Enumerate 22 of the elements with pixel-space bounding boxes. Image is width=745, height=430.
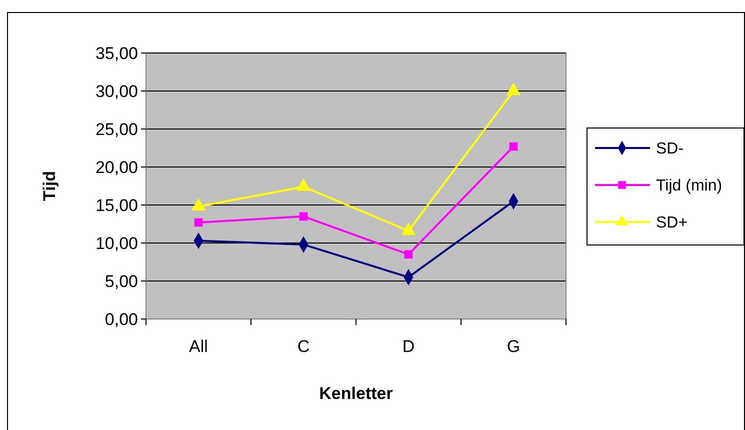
point <box>194 218 203 227</box>
point <box>404 250 413 259</box>
y-tick-label: 10,00 <box>95 234 138 253</box>
y-tick-label: 0,00 <box>104 310 138 329</box>
x-tick-label: All <box>189 337 208 356</box>
y-tick-label: 25,00 <box>95 120 138 139</box>
y-tick-label: 15,00 <box>95 196 138 215</box>
y-tick-label: 20,00 <box>95 158 138 177</box>
x-tick-label: G <box>506 337 520 356</box>
x-tick-label: C <box>297 337 310 356</box>
y-tick-label: 5,00 <box>104 272 138 291</box>
y-tick-label: 35,00 <box>95 44 138 63</box>
legend-label: SD+ <box>656 214 688 232</box>
point <box>509 142 518 151</box>
x-axis-title: Kenletter <box>319 384 394 403</box>
point <box>506 82 521 96</box>
y-axis-title: Tijd <box>40 171 59 201</box>
legend-label: SD- <box>656 140 684 158</box>
x-tick-label: D <box>402 337 415 356</box>
y-tick-label: 30,00 <box>95 82 138 101</box>
point <box>299 212 308 221</box>
legend-label: Tijd (min) <box>656 178 722 195</box>
